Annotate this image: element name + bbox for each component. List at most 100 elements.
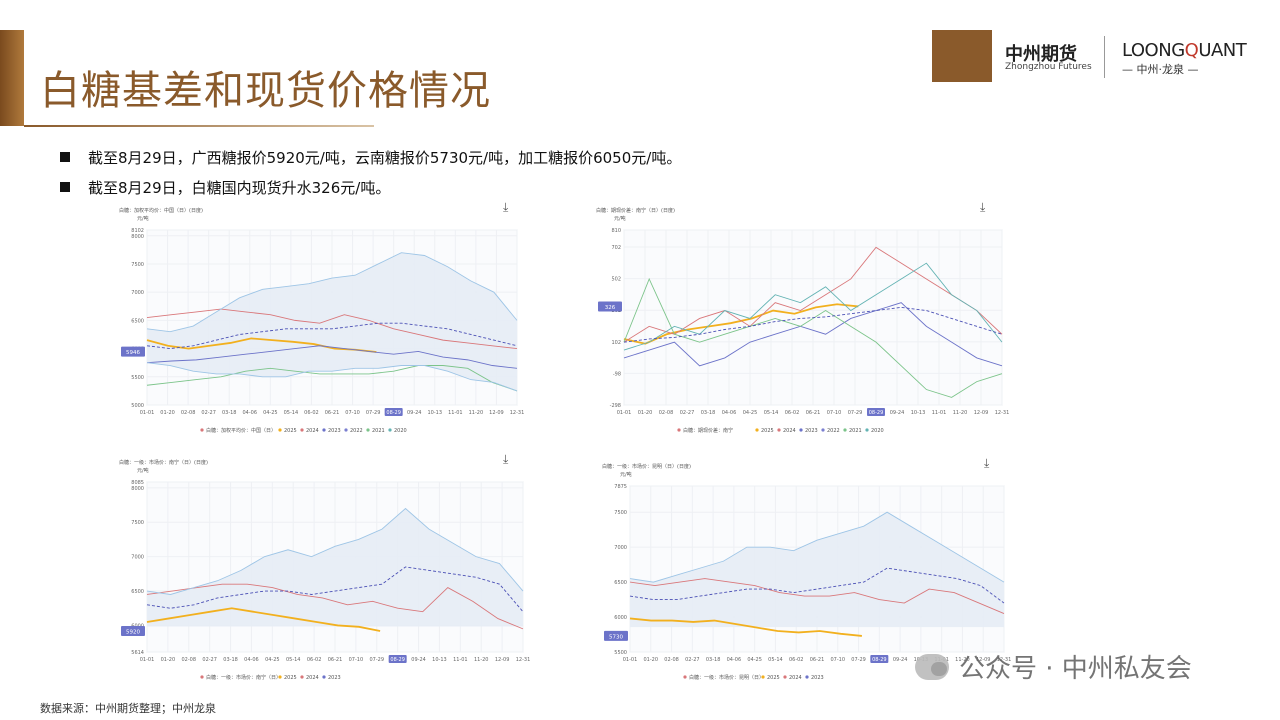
download-icon[interactable]: ⤓	[503, 452, 509, 466]
x-tick-label: 11-20	[474, 657, 489, 663]
loongquant-sub: — 中州·龙泉 —	[1122, 63, 1199, 76]
legend-label: 2025	[767, 675, 780, 681]
x-tick-label: 12-31	[995, 410, 1010, 416]
x-tick-label: 12-31	[516, 657, 531, 663]
x-tick-label: 06-02	[785, 410, 800, 416]
legend-label: 2021	[372, 428, 385, 434]
y-unit-label: 元/吨	[614, 215, 626, 222]
x-tick-label: 01-20	[160, 410, 175, 416]
series-line-2025	[146, 337, 377, 353]
x-tick-label: 12-31	[510, 410, 525, 416]
legend-marker	[843, 428, 847, 432]
chart-panel-basis: 白糖：期现价差：南宁（日）(日度) 元/吨 01-01 01-20 02-08 02-27…	[592, 200, 1010, 445]
x-tick-label: 07-10	[349, 657, 364, 663]
watermark: 公众号 · 中州私友会	[915, 648, 1192, 685]
series-line-band_low	[146, 362, 518, 392]
x-tick-label: 02-27	[201, 410, 216, 416]
legend-marker	[805, 675, 809, 679]
download-icon[interactable]: ⤓	[503, 200, 509, 214]
y-tick-label: 6000	[614, 615, 627, 621]
y-tick-label: 810	[611, 228, 621, 234]
legend-label: 2025	[284, 675, 297, 681]
legend-label: 白糖：一级：市场价：昆明（日）	[689, 674, 764, 681]
title-underline	[24, 125, 374, 127]
legend-marker	[777, 428, 781, 432]
x-tick-label: 11-20	[469, 410, 484, 416]
legend-label: 2025	[284, 428, 297, 434]
series-line-2025	[629, 617, 862, 637]
legend-marker	[322, 675, 326, 679]
legend-marker	[200, 675, 204, 679]
series-line-mean	[629, 567, 1005, 604]
chart-panel-weighted-avg: 白糖：加权平均价：中国（日）(日度) 元/吨 01-01 01-20 02-08 02-2…	[115, 200, 525, 445]
logo-separator	[1104, 36, 1105, 78]
x-tick-label: 12-09	[489, 410, 504, 416]
series-line-2023	[623, 302, 1003, 367]
download-icon[interactable]: ⤓	[980, 200, 986, 214]
chart-basis: 白糖：期现价差：南宁（日）(日度)元/吨 01-01 01-20 02-08 02-27…	[596, 207, 1010, 434]
legend-label: 2020	[394, 428, 407, 434]
series-line-2024	[629, 578, 1005, 614]
x-tick-label: 07-10	[827, 410, 842, 416]
legend-label: 2022	[350, 428, 363, 434]
current-value-label: 5920	[126, 629, 140, 635]
x-tick-label: 03-18	[706, 657, 721, 663]
x-tick-label: 04-06	[722, 410, 737, 416]
x-tick-label: 07-29	[366, 410, 381, 416]
x-tick-label: 05-14	[284, 410, 299, 416]
wechat-icon	[915, 653, 949, 680]
legend-marker	[799, 428, 803, 432]
y-tick-label: 5500	[131, 375, 144, 381]
legend-label: 2022	[827, 428, 840, 434]
x-tick-label: 03-18	[222, 410, 237, 416]
current-value-label: 326	[605, 305, 616, 311]
chart-panel-nanning: 白糖：一级：市场价：南宁（日）(日度) 元/吨 01-01 01-20 02-08 02-…	[115, 452, 531, 692]
x-tick-label: 11-01	[932, 410, 947, 416]
series-line-band_high	[629, 511, 1005, 583]
legend-label: 白糖：一级：市场价：南宁（日）	[206, 674, 281, 681]
y-tick-label: 6500	[614, 580, 627, 586]
x-tick-label: 08-29	[869, 410, 884, 416]
x-tick-label: 06-21	[328, 657, 343, 663]
x-tick-label: 01-01	[623, 657, 638, 663]
title-accent-bar	[0, 30, 24, 126]
current-value-label: 5946	[126, 350, 140, 356]
bullet-square-icon	[60, 152, 70, 162]
logo-lq-part-b: UANT	[1198, 40, 1247, 61]
legend-marker	[761, 675, 765, 679]
y-tick-label: 5500	[614, 650, 627, 656]
x-tick-label: 07-29	[848, 410, 863, 416]
x-tick-label: 04-06	[244, 657, 259, 663]
series-line-2024	[146, 308, 518, 350]
x-tick-label: 04-25	[743, 410, 758, 416]
range-band	[630, 512, 1004, 628]
bullet-square-icon	[60, 182, 70, 192]
y-tick-label: 6500	[131, 318, 144, 324]
highlight-x-badge	[388, 655, 407, 663]
zhongzhou-logo-icon	[932, 30, 992, 82]
x-tick-label: 04-06	[243, 410, 258, 416]
x-tick-label: 06-02	[304, 410, 319, 416]
current-value-label: 5730	[609, 634, 623, 640]
legend-marker	[366, 428, 370, 432]
x-tick-label: 07-10	[345, 410, 360, 416]
x-tick-label: 02-08	[664, 657, 679, 663]
y-tick-label: -98	[613, 371, 621, 377]
x-tick-label: 04-25	[747, 657, 762, 663]
legend-label: 2023	[328, 675, 341, 681]
legend-label: 2024	[783, 428, 796, 434]
y-tick-label: 5614	[131, 650, 144, 656]
x-tick-label: 12-09	[974, 410, 989, 416]
legend-label: 2023	[328, 428, 341, 434]
y-tick-label: 7500	[131, 262, 144, 268]
x-tick-label: 11-01	[448, 410, 463, 416]
logo-cn-text: 中州期货	[1005, 44, 1077, 65]
download-icon[interactable]: ⤓	[984, 456, 990, 470]
highlight-x-badge	[870, 655, 889, 663]
x-tick-label: 02-08	[182, 657, 197, 663]
x-tick-label: 11-20	[955, 657, 970, 663]
x-tick-label: 12-09	[495, 657, 510, 663]
x-tick-label: 09-24	[890, 410, 905, 416]
x-tick-label: 01-20	[644, 657, 659, 663]
legend-label: 2024	[306, 675, 319, 681]
